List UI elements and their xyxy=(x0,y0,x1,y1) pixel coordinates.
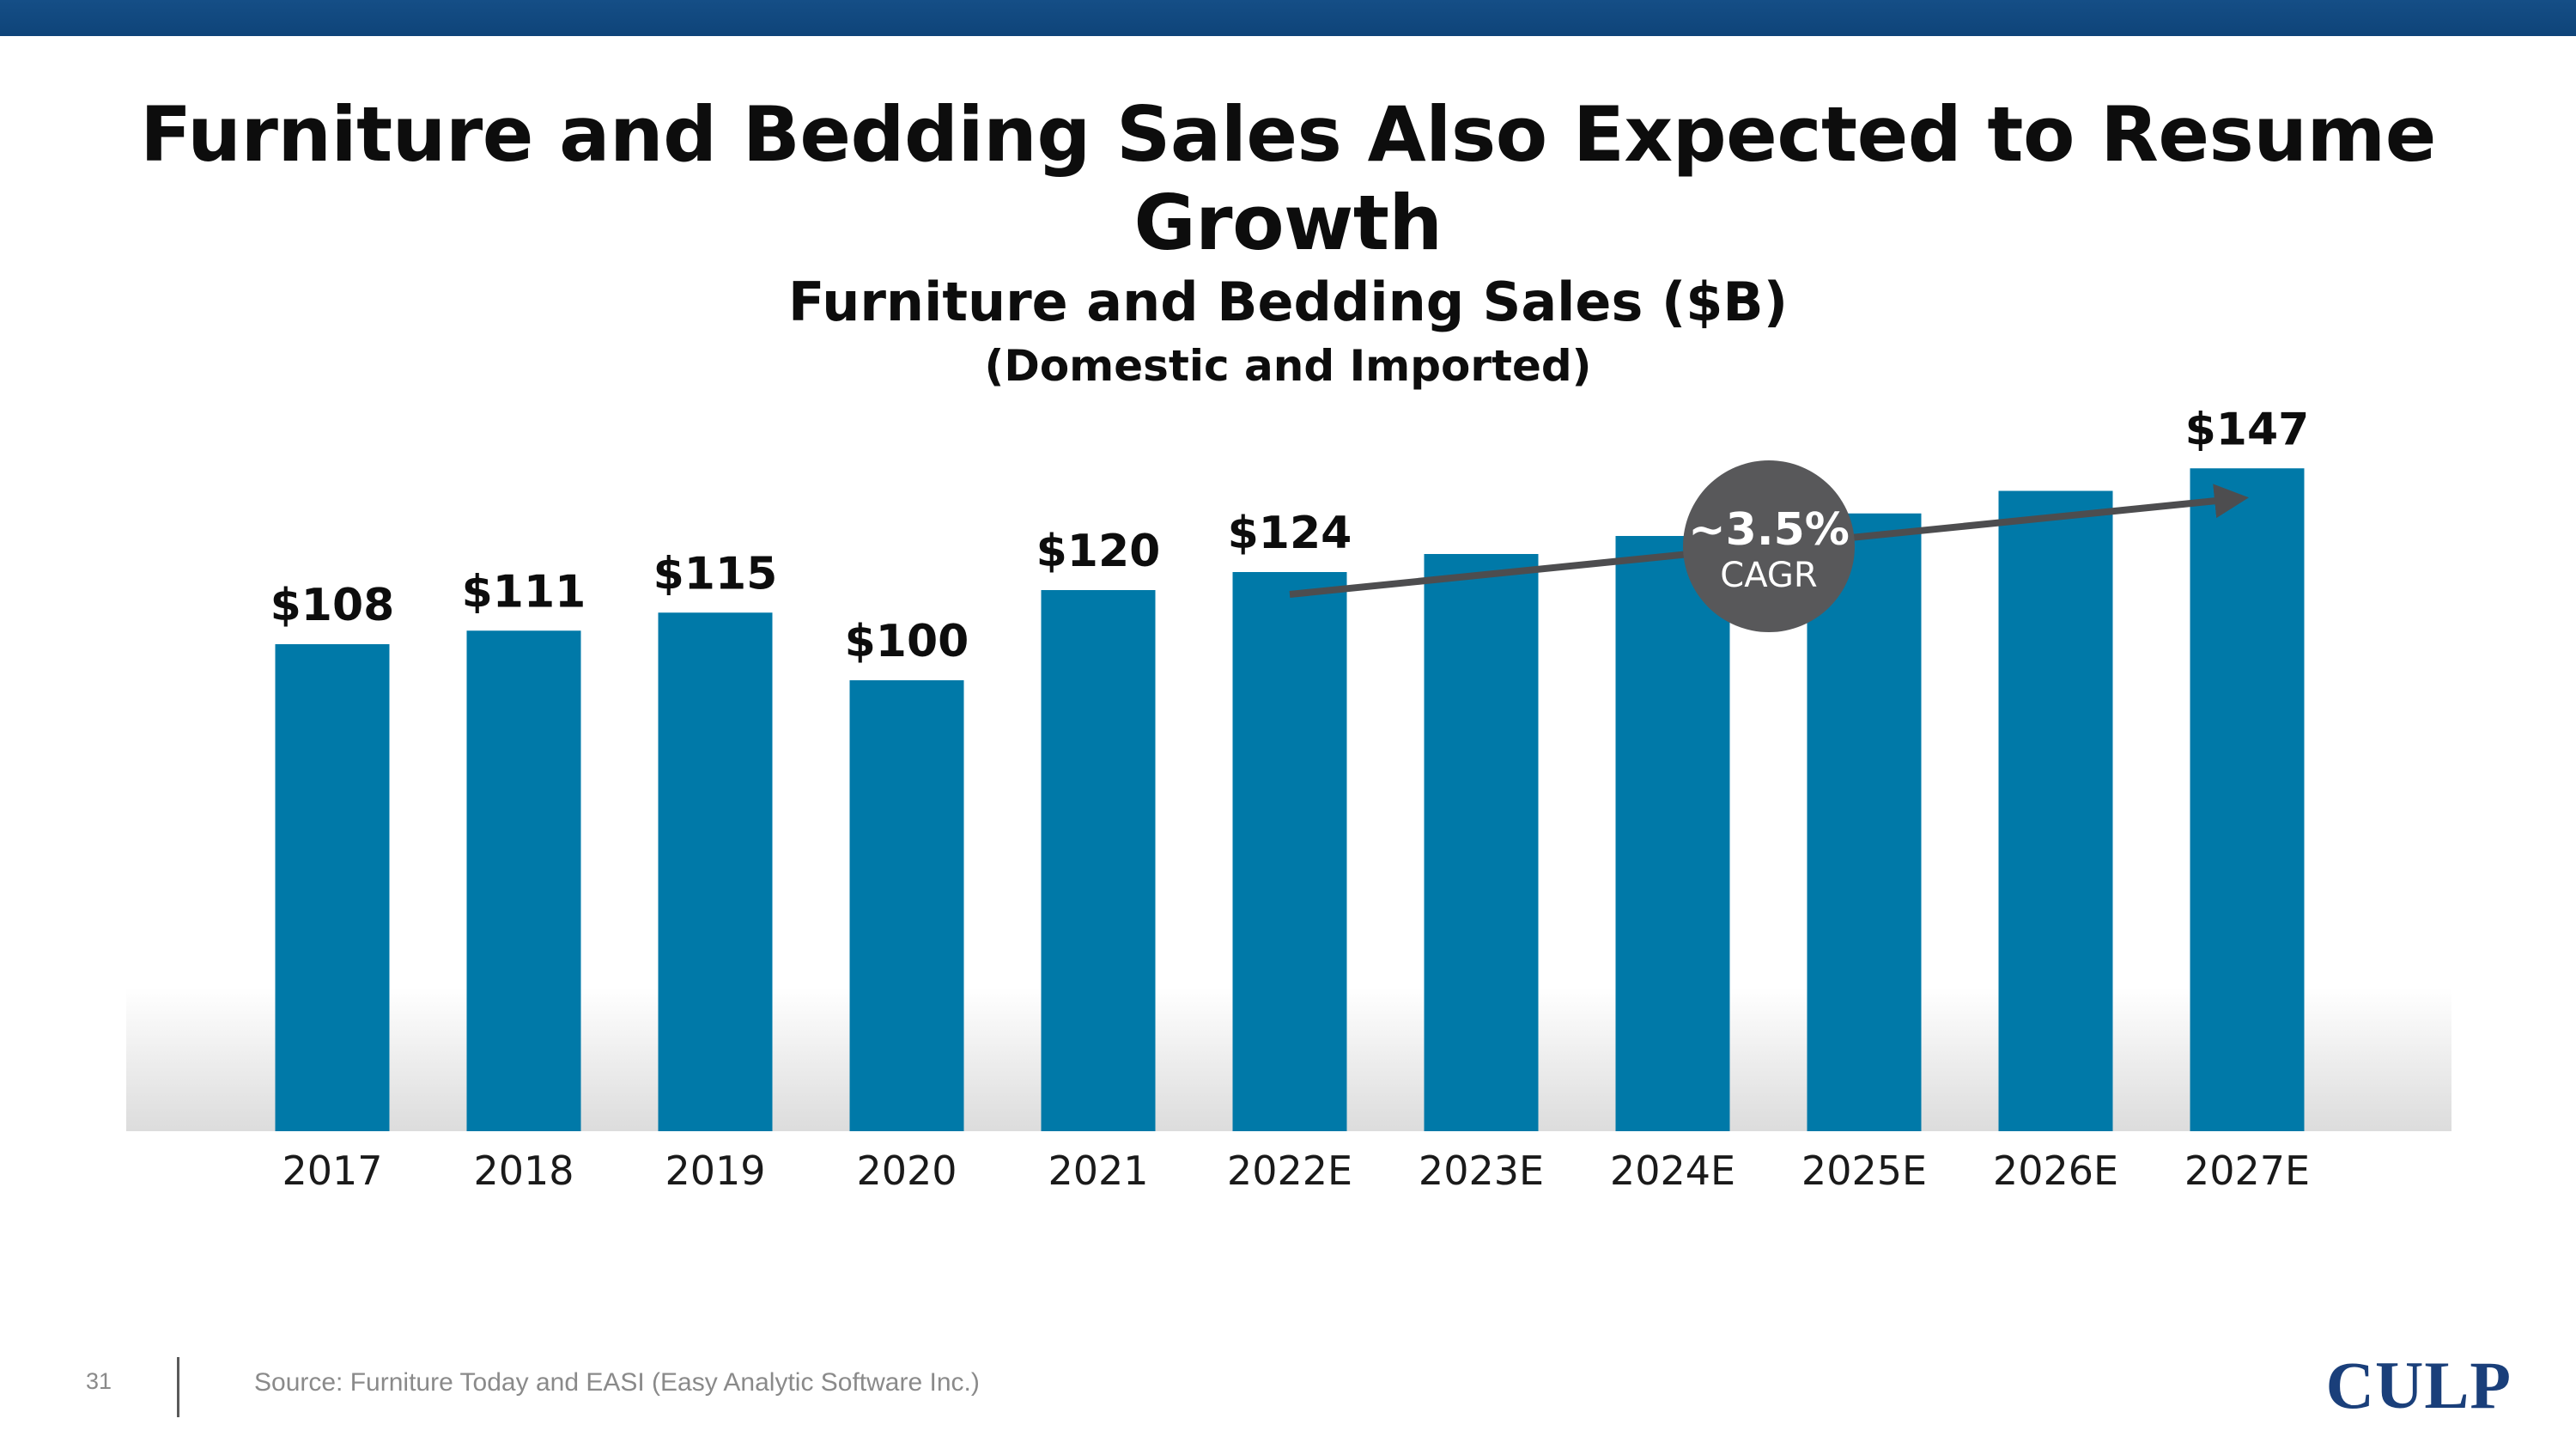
bar xyxy=(1615,536,1730,1131)
top-band xyxy=(0,0,2576,36)
data-label: $108 xyxy=(270,580,395,631)
page-number: 31 xyxy=(86,1368,112,1394)
bar xyxy=(658,612,773,1131)
data-label: $115 xyxy=(653,548,778,600)
cagr-badge xyxy=(1683,460,1855,632)
x-tick-label: 2017 xyxy=(282,1148,382,1194)
x-tick-label: 2024E xyxy=(1610,1148,1735,1194)
cagr-value: ~3.5% xyxy=(1688,504,1850,556)
bar xyxy=(1998,490,2113,1131)
data-label: $111 xyxy=(462,566,586,618)
bar xyxy=(275,644,390,1131)
bar xyxy=(849,680,964,1131)
x-tick-label: 2018 xyxy=(473,1148,574,1194)
slide-title: Furniture and Bedding Sales Also Expecte… xyxy=(140,90,2436,267)
cagr-label: CAGR xyxy=(1720,556,1817,595)
x-tick-label: 2023E xyxy=(1419,1148,1544,1194)
bar xyxy=(2190,468,2305,1131)
source-note: Source: Furniture Today and EASI (Easy A… xyxy=(254,1368,980,1397)
footer-divider xyxy=(177,1357,179,1417)
x-tick-label: 2020 xyxy=(856,1148,957,1194)
bar xyxy=(466,630,581,1131)
x-tick-label: 2019 xyxy=(665,1148,765,1194)
x-tick-label: 2022E xyxy=(1227,1148,1352,1194)
bar xyxy=(1424,554,1539,1131)
bar xyxy=(1041,590,1156,1131)
data-label: $120 xyxy=(1036,526,1161,577)
data-label: $124 xyxy=(1228,508,1352,559)
bar xyxy=(1807,513,1922,1131)
chart-subtitle: (Domestic and Imported) xyxy=(984,341,1592,391)
chart-title: Furniture and Bedding Sales ($B) xyxy=(787,271,1789,333)
data-label: $147 xyxy=(2185,404,2310,455)
x-tick-label: 2027E xyxy=(2184,1148,2310,1194)
bar xyxy=(1232,572,1347,1131)
x-tick-label: 2021 xyxy=(1048,1148,1148,1194)
data-label: $100 xyxy=(845,616,969,667)
x-tick-label: 2025E xyxy=(1801,1148,1927,1194)
x-tick-label: 2026E xyxy=(1993,1148,2118,1194)
culp-logo: CULP xyxy=(2325,1348,2512,1422)
